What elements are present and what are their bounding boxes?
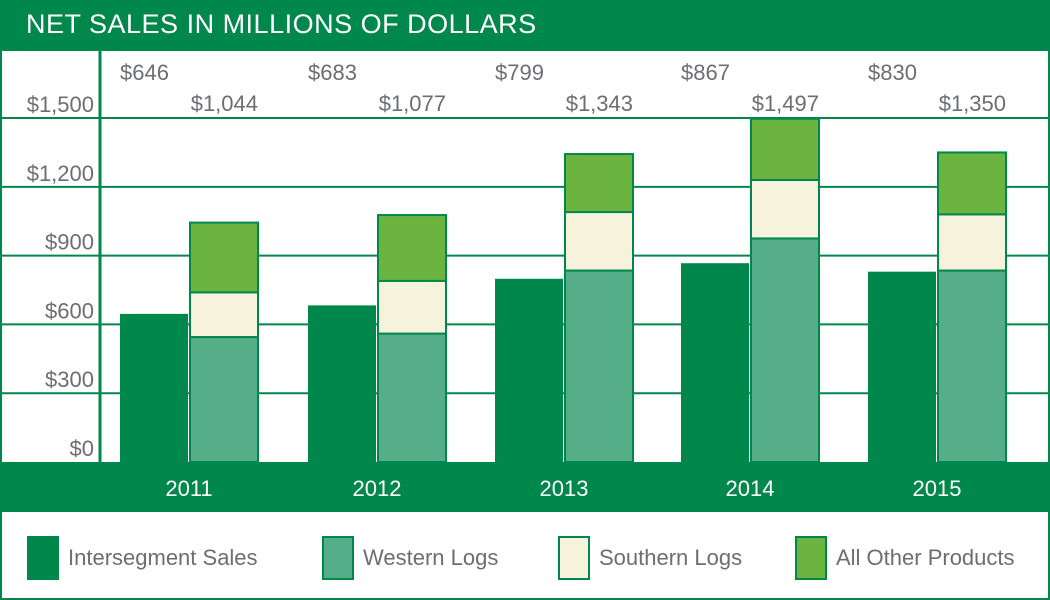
legend-label-all-other-products: All Other Products <box>836 545 1015 570</box>
bar-western-logs <box>750 237 820 463</box>
legend-label-western-logs: Western Logs <box>363 545 498 570</box>
data-label-segments-total: $1,044 <box>191 91 258 116</box>
bar-southern-logs <box>377 279 447 335</box>
chart-title-bar: NET SALES IN MILLIONS OF DOLLARS <box>0 0 1050 50</box>
data-label-intersegment: $867 <box>681 60 730 85</box>
bar-southern-logs <box>564 211 634 272</box>
data-label-intersegment: $646 <box>120 60 169 85</box>
x-axis-band <box>0 462 1050 512</box>
bar-all-other-products <box>189 221 259 294</box>
bar-all-other-products <box>377 214 447 282</box>
x-tick-label: 2013 <box>540 476 589 501</box>
legend-swatch-all-other-products <box>795 536 827 580</box>
y-tick-label: $900 <box>45 230 94 255</box>
data-label-segments-total: $1,077 <box>379 91 446 116</box>
bar-intersegment-sales <box>308 305 376 462</box>
x-tick-label: 2015 <box>913 476 962 501</box>
data-label-segments-total: $1,350 <box>939 91 1006 116</box>
x-tick-label: 2012 <box>353 476 402 501</box>
bar-intersegment-sales <box>681 263 749 462</box>
chart-title: NET SALES IN MILLIONS OF DOLLARS <box>26 9 537 39</box>
x-tick-label: 2011 <box>165 476 212 501</box>
y-tick-label: $1,500 <box>27 92 94 117</box>
y-tick-label: $0 <box>70 436 94 461</box>
bar-western-logs <box>189 336 259 463</box>
y-tick-label: $1,200 <box>27 161 94 186</box>
y-tick-label: $300 <box>45 367 94 392</box>
y-tick-label: $600 <box>45 298 94 323</box>
legend-swatch-intersegment-sales <box>27 536 59 580</box>
data-label-intersegment: $683 <box>308 60 357 85</box>
bar-intersegment-sales <box>120 313 188 462</box>
legend-swatch-western-logs <box>322 536 354 580</box>
x-tick-label: 2014 <box>726 476 775 501</box>
bar-intersegment-sales <box>868 271 936 462</box>
legend-label-intersegment-sales: Intersegment Sales <box>68 545 258 570</box>
bar-all-other-products <box>564 153 634 214</box>
bar-western-logs <box>377 332 447 464</box>
data-label-intersegment: $830 <box>868 60 917 85</box>
bar-western-logs <box>937 269 1007 463</box>
data-label-segments-total: $1,343 <box>566 91 633 116</box>
bar-all-other-products <box>937 151 1007 216</box>
bar-western-logs <box>564 269 634 463</box>
data-label-segments-total: $1,497 <box>752 91 819 116</box>
bar-all-other-products <box>750 117 820 181</box>
legend-swatch-southern-logs <box>558 536 590 580</box>
bar-southern-logs <box>750 178 820 240</box>
data-label-intersegment: $799 <box>495 60 544 85</box>
bar-intersegment-sales <box>495 278 563 462</box>
bar-southern-logs <box>937 213 1007 272</box>
legend-label-southern-logs: Southern Logs <box>599 545 742 570</box>
bar-southern-logs <box>189 291 259 339</box>
